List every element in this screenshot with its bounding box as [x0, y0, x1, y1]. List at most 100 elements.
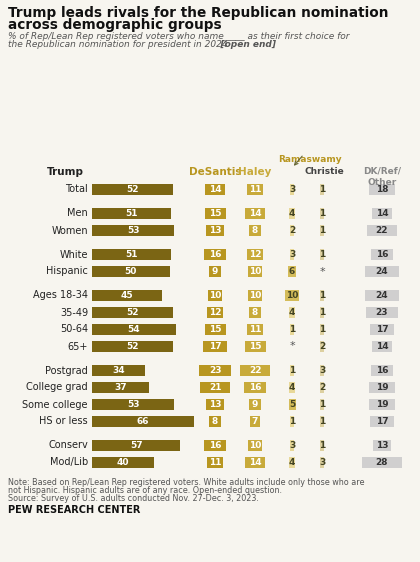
- Bar: [289, 382, 295, 393]
- Text: 12: 12: [249, 250, 261, 259]
- Text: 51: 51: [125, 250, 138, 259]
- Text: 10: 10: [249, 291, 261, 300]
- Text: 1: 1: [289, 366, 295, 375]
- Text: 18: 18: [376, 185, 388, 194]
- Bar: [92, 457, 154, 468]
- Text: Postgrad: Postgrad: [45, 365, 88, 375]
- Text: 54: 54: [128, 325, 140, 334]
- Bar: [249, 225, 260, 236]
- Text: 8: 8: [252, 226, 258, 235]
- Bar: [371, 249, 393, 260]
- Text: 4: 4: [289, 458, 295, 467]
- Bar: [203, 341, 227, 352]
- Text: 16: 16: [249, 383, 261, 392]
- Text: 14: 14: [209, 185, 221, 194]
- Bar: [205, 184, 225, 195]
- Text: College grad: College grad: [26, 383, 88, 392]
- Text: Trump: Trump: [47, 167, 84, 177]
- Text: 1: 1: [319, 226, 325, 235]
- Text: 10: 10: [249, 267, 261, 276]
- Text: 10: 10: [209, 291, 221, 300]
- Bar: [285, 290, 299, 301]
- Text: across demographic groups: across demographic groups: [8, 18, 222, 32]
- Text: 15: 15: [209, 209, 221, 218]
- Text: 23: 23: [376, 308, 388, 317]
- Bar: [206, 399, 224, 410]
- Text: 19: 19: [375, 400, 389, 409]
- Bar: [245, 208, 265, 219]
- Text: 14: 14: [249, 209, 261, 218]
- Bar: [320, 307, 324, 318]
- Text: DeSantis: DeSantis: [189, 167, 241, 177]
- Bar: [289, 457, 295, 468]
- Bar: [369, 399, 395, 410]
- Text: 37: 37: [114, 383, 127, 392]
- Text: 16: 16: [209, 250, 221, 259]
- Text: 24: 24: [375, 291, 389, 300]
- Text: Total: Total: [65, 184, 88, 194]
- Text: 52: 52: [126, 308, 139, 317]
- Bar: [370, 416, 394, 427]
- Bar: [200, 382, 230, 393]
- Bar: [320, 225, 324, 236]
- Text: [open end]: [open end]: [8, 40, 276, 49]
- Text: 1: 1: [289, 325, 295, 334]
- Bar: [290, 416, 294, 427]
- Bar: [290, 440, 294, 451]
- Text: 50: 50: [125, 267, 137, 276]
- Bar: [207, 307, 223, 318]
- Bar: [248, 440, 262, 451]
- Bar: [367, 225, 397, 236]
- Text: 23: 23: [209, 366, 221, 375]
- Text: Hispanic: Hispanic: [46, 266, 88, 277]
- Text: not Hispanic. Hispanic adults are of any race. Open-ended question.: not Hispanic. Hispanic adults are of any…: [8, 486, 282, 495]
- Text: % of Rep/Lean Rep registered voters who name ____ as their first choice for: % of Rep/Lean Rep registered voters who …: [8, 32, 349, 41]
- Text: 1: 1: [319, 308, 325, 317]
- Bar: [366, 307, 398, 318]
- Bar: [371, 365, 393, 376]
- Text: 13: 13: [209, 226, 221, 235]
- Bar: [92, 440, 180, 451]
- Bar: [290, 324, 294, 335]
- Text: 21: 21: [209, 383, 221, 392]
- Bar: [199, 365, 231, 376]
- Text: 24: 24: [375, 267, 389, 276]
- Text: 57: 57: [130, 441, 142, 450]
- Text: Some college: Some college: [23, 400, 88, 410]
- Text: 11: 11: [249, 325, 261, 334]
- Text: 19: 19: [375, 383, 389, 392]
- Text: 65+: 65+: [68, 342, 88, 351]
- Bar: [290, 225, 294, 236]
- Text: 2: 2: [319, 342, 325, 351]
- Bar: [290, 184, 294, 195]
- Text: 40: 40: [117, 458, 129, 467]
- Text: Men: Men: [67, 209, 88, 219]
- Bar: [372, 341, 392, 352]
- Text: 3: 3: [289, 185, 295, 194]
- Bar: [92, 399, 174, 410]
- Text: 1: 1: [289, 417, 295, 426]
- Bar: [92, 184, 173, 195]
- Text: 9: 9: [252, 400, 258, 409]
- Text: 3: 3: [319, 458, 325, 467]
- Bar: [205, 208, 226, 219]
- Text: 28: 28: [376, 458, 388, 467]
- Bar: [370, 324, 394, 335]
- Text: 13: 13: [376, 441, 388, 450]
- Bar: [320, 290, 324, 301]
- Bar: [320, 382, 324, 393]
- Bar: [320, 440, 324, 451]
- Text: 9: 9: [212, 267, 218, 276]
- Text: 3: 3: [319, 366, 325, 375]
- Text: 1: 1: [319, 400, 325, 409]
- Text: 2: 2: [319, 383, 325, 392]
- Bar: [249, 399, 261, 410]
- Text: Note: Based on Rep/Lean Rep registered voters. White adults include only those w: Note: Based on Rep/Lean Rep registered v…: [8, 478, 365, 487]
- Text: 5: 5: [289, 400, 295, 409]
- Text: 11: 11: [209, 458, 221, 467]
- Bar: [204, 440, 226, 451]
- Bar: [244, 341, 265, 352]
- Text: 45: 45: [121, 291, 133, 300]
- Text: 1: 1: [319, 417, 325, 426]
- Text: 6: 6: [289, 267, 295, 276]
